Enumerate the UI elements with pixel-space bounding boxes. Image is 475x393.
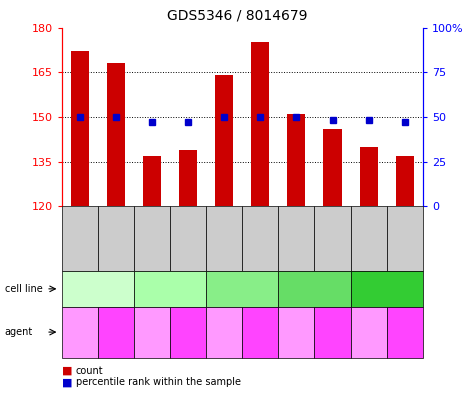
- Text: inactive
JQ1: inactive JQ1: [174, 325, 202, 339]
- Text: D283: D283: [229, 284, 256, 294]
- Text: D458: D458: [301, 284, 328, 294]
- Text: count: count: [76, 366, 104, 376]
- Text: GDS5346 / 8014679: GDS5346 / 8014679: [167, 8, 308, 22]
- Text: agent: agent: [5, 327, 33, 337]
- Text: cell line: cell line: [5, 284, 42, 294]
- Text: active
JQ1: active JQ1: [358, 325, 379, 339]
- Bar: [71, 51, 89, 206]
- Bar: [360, 147, 378, 206]
- Text: GSM1234976: GSM1234976: [292, 213, 301, 264]
- Text: D556: D556: [373, 284, 400, 294]
- Bar: [323, 129, 342, 206]
- Text: active
JQ1: active JQ1: [142, 325, 162, 339]
- Bar: [251, 42, 269, 206]
- Text: MB002: MB002: [81, 284, 115, 294]
- Text: GSM1234974: GSM1234974: [220, 213, 228, 264]
- Bar: [215, 75, 233, 206]
- Bar: [107, 63, 125, 206]
- Bar: [179, 150, 197, 206]
- Text: GSM1234978: GSM1234978: [364, 213, 373, 264]
- Text: percentile rank within the sample: percentile rank within the sample: [76, 377, 241, 387]
- Text: active
JQ1: active JQ1: [214, 325, 235, 339]
- Text: GSM1234977: GSM1234977: [328, 213, 337, 264]
- Text: GSM1234975: GSM1234975: [256, 213, 265, 264]
- Text: inactive
JQ1: inactive JQ1: [102, 325, 130, 339]
- Text: MB004: MB004: [153, 284, 187, 294]
- Text: inactive
JQ1: inactive JQ1: [319, 325, 346, 339]
- Bar: [396, 156, 414, 206]
- Text: inactive
JQ1: inactive JQ1: [391, 325, 418, 339]
- Bar: [143, 156, 161, 206]
- Text: active
JQ1: active JQ1: [286, 325, 307, 339]
- Text: ■: ■: [62, 366, 72, 376]
- Bar: [287, 114, 305, 206]
- Text: inactive
JQ1: inactive JQ1: [247, 325, 274, 339]
- Text: active
JQ1: active JQ1: [69, 325, 90, 339]
- Text: GSM1234972: GSM1234972: [148, 213, 156, 264]
- Text: GSM1234971: GSM1234971: [112, 213, 120, 264]
- Text: GSM1234973: GSM1234973: [184, 213, 192, 264]
- Text: GSM1234979: GSM1234979: [400, 213, 409, 264]
- Text: ■: ■: [62, 377, 72, 387]
- Text: GSM1234970: GSM1234970: [76, 213, 84, 264]
